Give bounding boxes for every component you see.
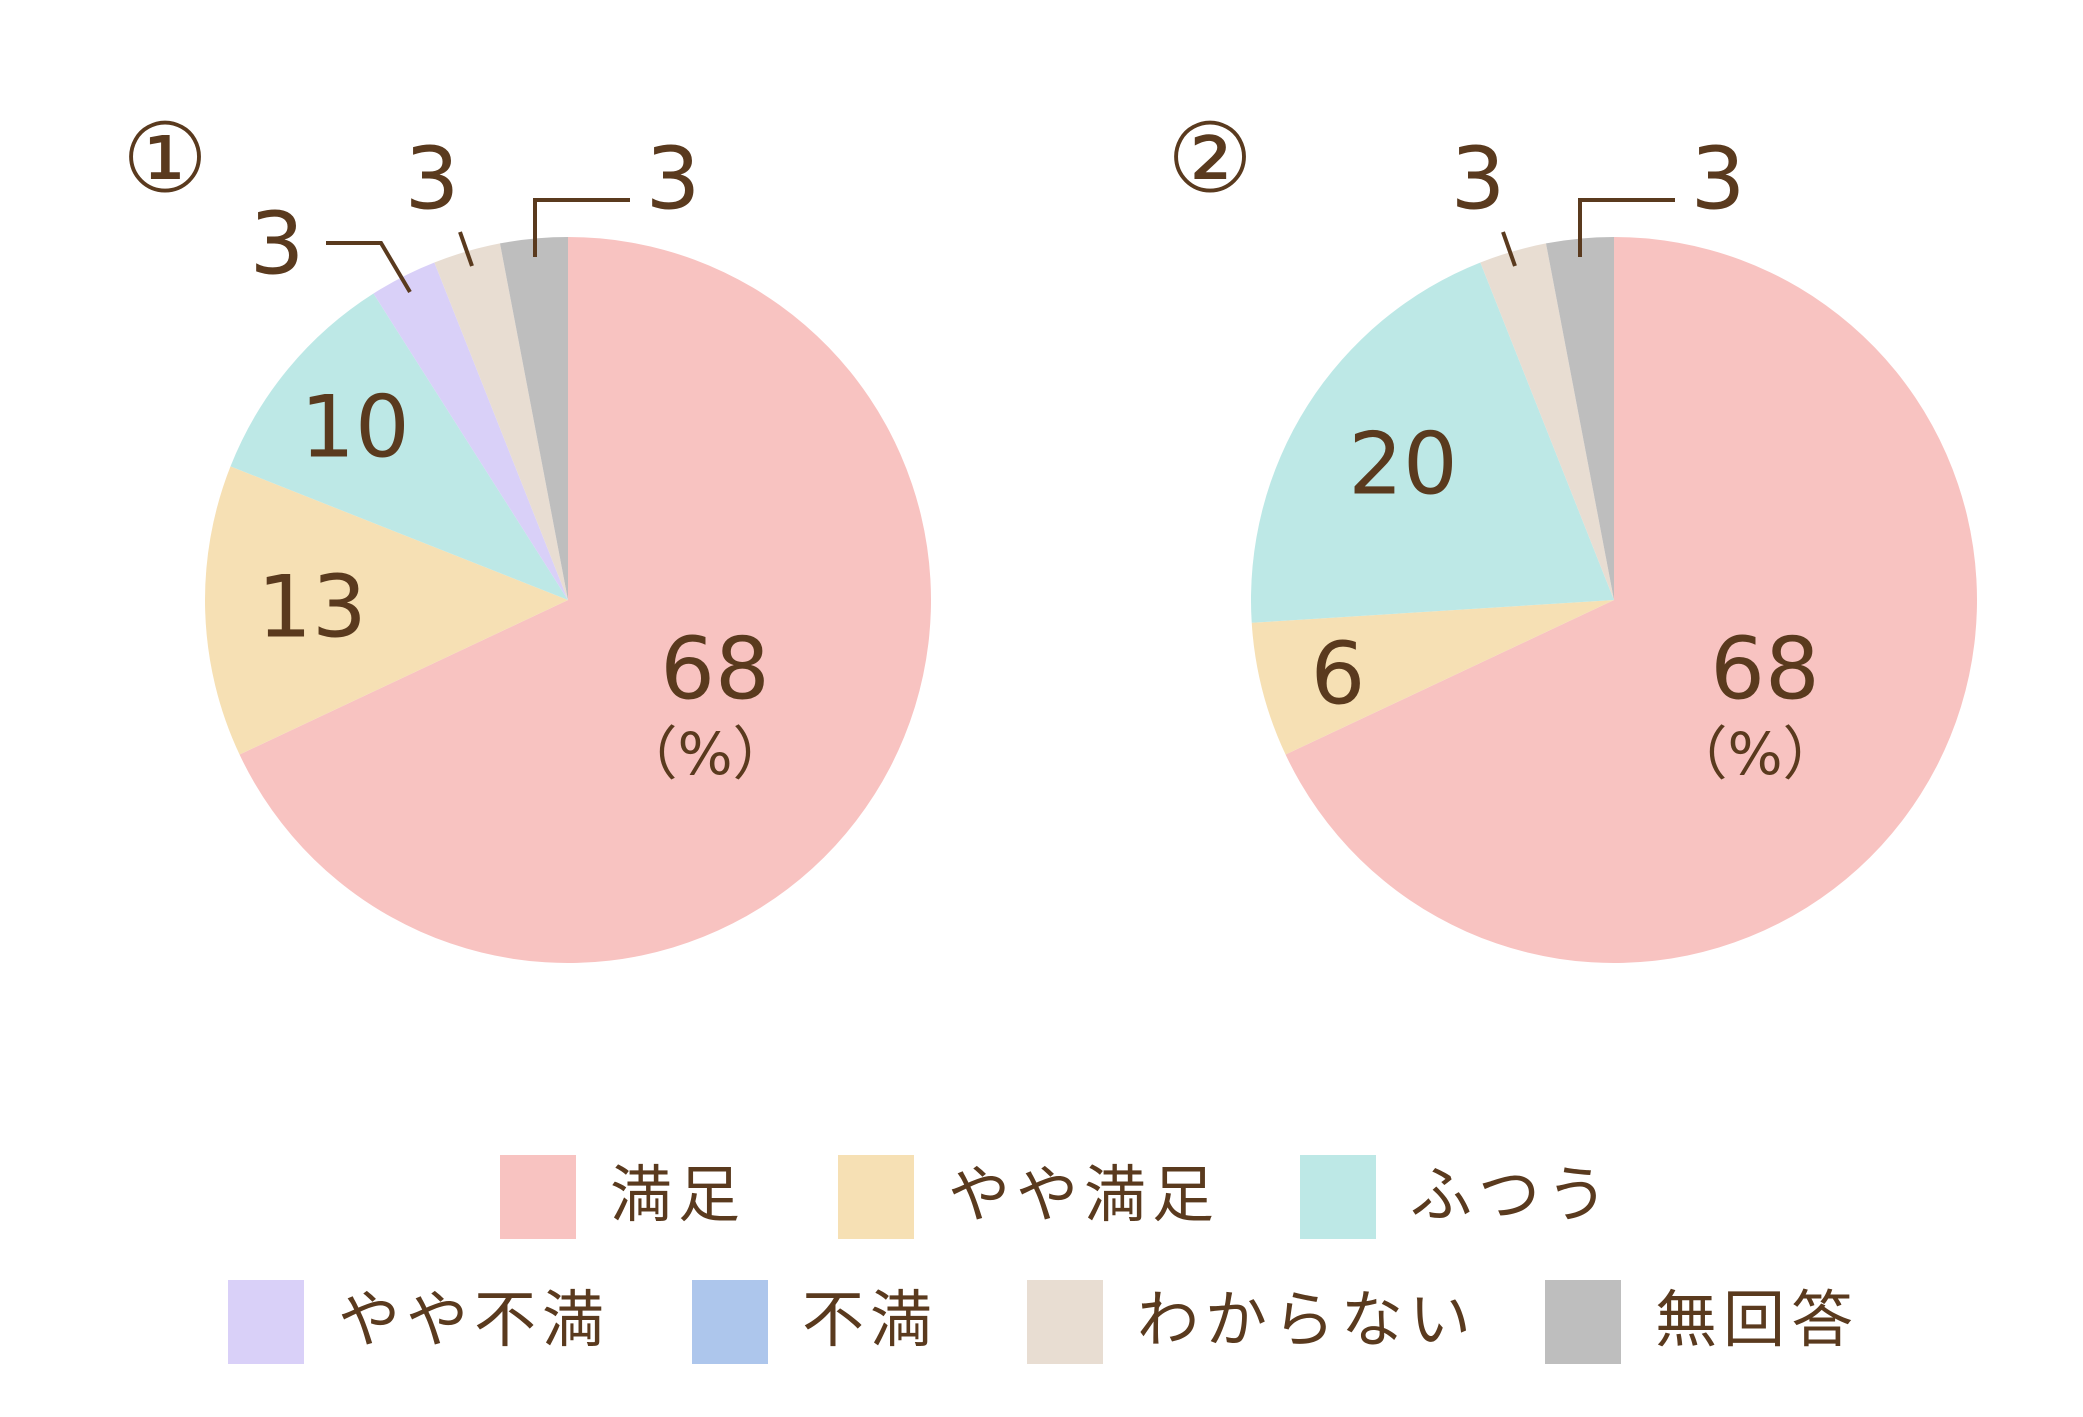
legend-swatch-2	[838, 1155, 914, 1239]
legend-label-6: わからない	[1137, 1283, 1477, 1356]
slice-1-3	[230, 293, 568, 600]
legend-swatch-5	[692, 1280, 768, 1364]
legend-swatch-3	[1300, 1155, 1376, 1239]
slice-1-7	[499, 237, 568, 600]
slice-label-1-2: 13	[257, 557, 366, 657]
slice-label-1-1: 68	[660, 619, 769, 719]
leader-line-2-7	[1578, 198, 1675, 257]
leader-line-1-4	[326, 241, 412, 294]
slice-1-4	[373, 262, 568, 600]
unit-label-2: （%）	[1669, 720, 1840, 788]
slice-label-1-7: 3	[646, 129, 701, 229]
slice-label-2-1: 68	[1710, 619, 1819, 719]
slice-1-1	[239, 237, 931, 963]
leader-line-1-7	[533, 198, 630, 257]
leader-line-1-6	[458, 231, 474, 267]
slice-label-2-3: 20	[1348, 414, 1457, 514]
legend-label-7: 無回答	[1655, 1283, 1859, 1356]
legend-swatch-7	[1545, 1280, 1621, 1364]
legend-label-2: やや満足	[948, 1158, 1220, 1231]
legend-label-5: 不満	[802, 1283, 938, 1356]
slice-2-2	[1251, 600, 1614, 755]
slice-label-1-3: 10	[300, 377, 409, 477]
slice-label-2-6: 3	[1451, 129, 1506, 229]
slice-2-6	[1480, 243, 1614, 600]
slice-label-1-6: 3	[405, 129, 460, 229]
slice-2-1	[1285, 237, 1977, 963]
slice-1-6	[434, 243, 568, 600]
legend-label-4: やや不満	[338, 1283, 610, 1356]
chart-title-2: ②	[1167, 102, 1253, 214]
slice-1-2	[204, 466, 568, 755]
pie-chart-2: ② 68 6 20 （%） 3 3	[1167, 102, 1977, 963]
legend-label-1: 満足	[610, 1158, 746, 1231]
slice-2-3	[1251, 262, 1614, 623]
slice-label-2-7: 3	[1691, 129, 1746, 229]
legend-swatch-1	[500, 1155, 576, 1239]
leader-line-2-6	[1501, 231, 1517, 267]
chart-title-1: ①	[122, 102, 208, 214]
unit-label-1: （%）	[619, 720, 790, 788]
slice-2-7	[1545, 237, 1614, 600]
legend-swatch-6	[1027, 1280, 1103, 1364]
slice-label-2-2: 6	[1311, 624, 1366, 724]
legend-label-3: ふつう	[1410, 1158, 1614, 1231]
legend-swatch-4	[228, 1280, 304, 1364]
slice-label-1-4: 3	[250, 194, 305, 294]
